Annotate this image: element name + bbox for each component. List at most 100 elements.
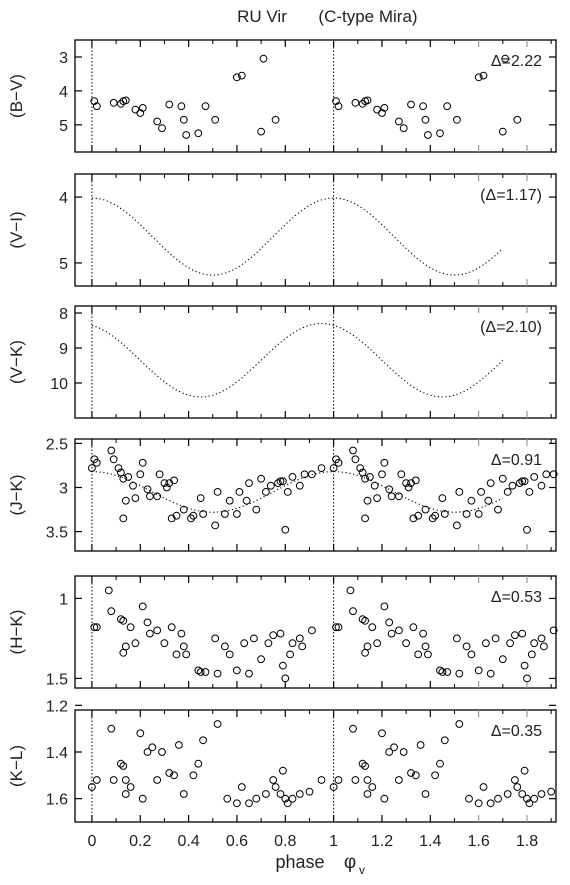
- data-point: [334, 102, 343, 111]
- data-point: [298, 642, 307, 651]
- data-point: [479, 783, 488, 791]
- data-point: [295, 481, 304, 490]
- data-point: [486, 669, 495, 678]
- y-tick-label: 10: [50, 376, 68, 393]
- data-point: [257, 655, 266, 664]
- data-point: [182, 131, 191, 139]
- data-point: [479, 71, 488, 80]
- delta-annotation: (Δ=2.10): [480, 319, 542, 336]
- data-point: [92, 458, 101, 467]
- data-point: [317, 776, 326, 784]
- data-point: [136, 109, 145, 117]
- data-point: [138, 602, 147, 611]
- data-point: [501, 54, 510, 63]
- data-point: [259, 54, 268, 63]
- data-point: [179, 642, 188, 651]
- data-point: [363, 642, 372, 651]
- model-curve: [91, 471, 504, 513]
- data-point: [276, 790, 285, 798]
- y-axis-label: (K−L): [7, 745, 26, 787]
- data-point: [114, 464, 123, 473]
- data-point: [279, 661, 287, 670]
- data-point: [177, 629, 186, 638]
- y-tick-label: 3.5: [46, 525, 68, 542]
- data-point: [537, 481, 546, 490]
- data-point: [283, 799, 292, 808]
- data-point: [453, 634, 461, 643]
- data-point: [414, 650, 423, 659]
- data-point: [402, 639, 411, 648]
- panel-6: 1.2 1.4 1.6 (K−L) Δ=0.35: [7, 698, 557, 823]
- data-point: [518, 477, 527, 486]
- data-point: [107, 724, 116, 733]
- data-point: [223, 794, 232, 803]
- data-point: [143, 485, 152, 494]
- data-point: [486, 799, 495, 808]
- data-point: [221, 642, 229, 651]
- data-point: [262, 488, 270, 496]
- data-point: [233, 666, 241, 675]
- data-point: [213, 669, 222, 678]
- data-point: [148, 743, 157, 752]
- data-point: [283, 488, 292, 496]
- data-point: [90, 623, 99, 632]
- data-point: [170, 476, 179, 485]
- data-point: [153, 117, 162, 126]
- data-point: [124, 473, 133, 481]
- data-point: [349, 724, 357, 733]
- data-point: [233, 799, 241, 808]
- data-point: [257, 474, 266, 483]
- data-point: [281, 525, 290, 534]
- data-point: [455, 669, 464, 678]
- data-point: [276, 629, 285, 638]
- data-point: [119, 616, 128, 625]
- data-point: [179, 115, 188, 124]
- data-point: [395, 117, 403, 126]
- data-point: [477, 488, 486, 496]
- data-point: [351, 98, 360, 107]
- data-point: [155, 470, 164, 479]
- data-point: [378, 109, 386, 117]
- y-tick-label: 1.5: [46, 671, 68, 688]
- delta-annotation: (Δ=1.17): [480, 187, 542, 204]
- data-point: [380, 602, 389, 611]
- data-point: [363, 790, 372, 798]
- panel-3: 8 9 10 (V−K) (Δ=2.10): [7, 305, 557, 419]
- data-point: [138, 794, 147, 803]
- data-point: [424, 131, 432, 139]
- data-point: [537, 634, 546, 643]
- data-point: [542, 470, 551, 479]
- panel-1: 3 4 5 (B−V) Δ=2.22: [7, 39, 557, 153]
- data-point: [385, 485, 394, 494]
- data-point: [549, 626, 558, 635]
- y-axis-label: (V−I): [7, 211, 26, 248]
- data-point: [404, 483, 413, 492]
- data-point: [494, 505, 502, 514]
- data-point: [160, 479, 169, 488]
- data-point: [520, 477, 529, 486]
- data-point: [92, 102, 101, 111]
- data-point: [233, 510, 241, 518]
- y-tick-label: 1.6: [46, 792, 68, 809]
- data-point: [245, 669, 253, 678]
- data-point: [361, 514, 370, 523]
- data-point: [172, 650, 181, 659]
- data-point: [121, 776, 130, 784]
- data-point: [153, 492, 162, 501]
- data-point: [201, 668, 210, 676]
- data-point: [421, 790, 430, 798]
- data-point: [211, 521, 220, 530]
- data-point: [131, 105, 140, 114]
- data-point: [438, 668, 447, 676]
- data-point: [498, 474, 507, 483]
- delta-annotation: Δ=2.22: [491, 53, 542, 70]
- data-point: [213, 720, 222, 728]
- data-point: [397, 470, 406, 479]
- data-point: [378, 729, 386, 738]
- data-point: [88, 783, 96, 791]
- panel-frame: [74, 39, 557, 153]
- data-point: [250, 634, 258, 643]
- data-point: [146, 629, 154, 638]
- x-tick-label: 0.2: [129, 833, 151, 850]
- data-point: [182, 650, 191, 659]
